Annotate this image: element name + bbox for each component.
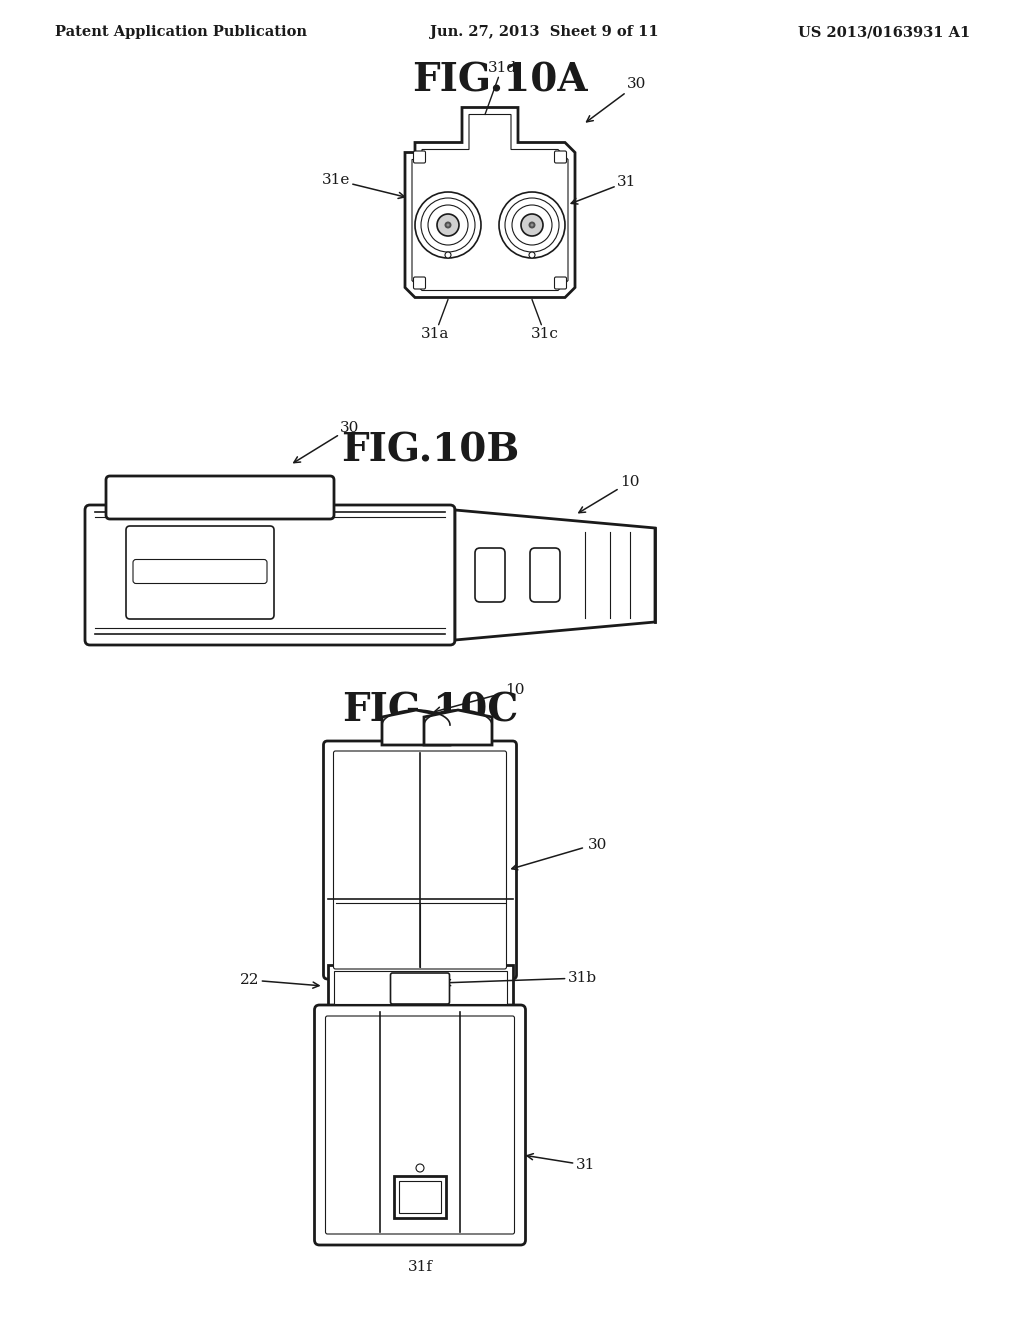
Circle shape: [505, 198, 559, 252]
Text: 30: 30: [588, 838, 607, 851]
FancyBboxPatch shape: [334, 751, 507, 969]
FancyBboxPatch shape: [390, 973, 450, 1005]
Text: Jun. 27, 2013  Sheet 9 of 11: Jun. 27, 2013 Sheet 9 of 11: [430, 25, 658, 40]
FancyBboxPatch shape: [324, 741, 516, 979]
Polygon shape: [424, 710, 492, 744]
Text: FIG.10C: FIG.10C: [342, 690, 518, 729]
Polygon shape: [382, 710, 450, 744]
Circle shape: [421, 198, 475, 252]
Circle shape: [416, 1164, 424, 1172]
FancyBboxPatch shape: [126, 525, 274, 619]
Text: 10: 10: [434, 682, 524, 713]
FancyBboxPatch shape: [133, 560, 267, 583]
Text: US 2013/0163931 A1: US 2013/0163931 A1: [798, 25, 970, 40]
FancyBboxPatch shape: [85, 506, 455, 645]
Circle shape: [521, 214, 543, 236]
Circle shape: [512, 205, 552, 246]
Text: 31a: 31a: [421, 300, 450, 342]
Bar: [399, 1181, 441, 1213]
FancyBboxPatch shape: [555, 277, 566, 289]
Polygon shape: [455, 510, 655, 640]
Circle shape: [529, 252, 535, 257]
Text: 31c: 31c: [531, 300, 559, 342]
FancyBboxPatch shape: [530, 548, 560, 602]
Circle shape: [528, 222, 536, 228]
FancyBboxPatch shape: [475, 548, 505, 602]
Polygon shape: [406, 107, 575, 297]
Text: 31: 31: [571, 176, 636, 205]
Circle shape: [446, 223, 450, 227]
Text: 30: 30: [587, 78, 646, 121]
FancyBboxPatch shape: [555, 150, 566, 162]
Text: 31e: 31e: [322, 173, 404, 198]
Text: FIG.10A: FIG.10A: [413, 61, 588, 99]
Text: 22: 22: [240, 973, 319, 989]
Text: 10: 10: [579, 475, 640, 512]
Circle shape: [437, 214, 459, 236]
FancyBboxPatch shape: [414, 150, 426, 162]
Circle shape: [428, 205, 468, 246]
Text: 31f: 31f: [408, 1261, 432, 1274]
Circle shape: [444, 222, 452, 228]
FancyBboxPatch shape: [414, 277, 426, 289]
Circle shape: [415, 191, 481, 257]
Bar: [328, 965, 512, 1010]
Bar: [334, 972, 507, 1005]
Circle shape: [499, 191, 565, 257]
FancyBboxPatch shape: [326, 1016, 514, 1234]
FancyBboxPatch shape: [314, 1005, 525, 1245]
Bar: [394, 1176, 446, 1218]
FancyBboxPatch shape: [106, 477, 334, 519]
Text: 31d: 31d: [485, 61, 516, 115]
Text: 31: 31: [527, 1154, 595, 1172]
Circle shape: [445, 252, 451, 257]
Text: Patent Application Publication: Patent Application Publication: [55, 25, 307, 40]
Text: 31b: 31b: [444, 972, 597, 986]
Text: FIG.10B: FIG.10B: [341, 432, 519, 469]
Circle shape: [530, 223, 534, 227]
Text: 30: 30: [294, 421, 359, 462]
Polygon shape: [412, 115, 568, 290]
